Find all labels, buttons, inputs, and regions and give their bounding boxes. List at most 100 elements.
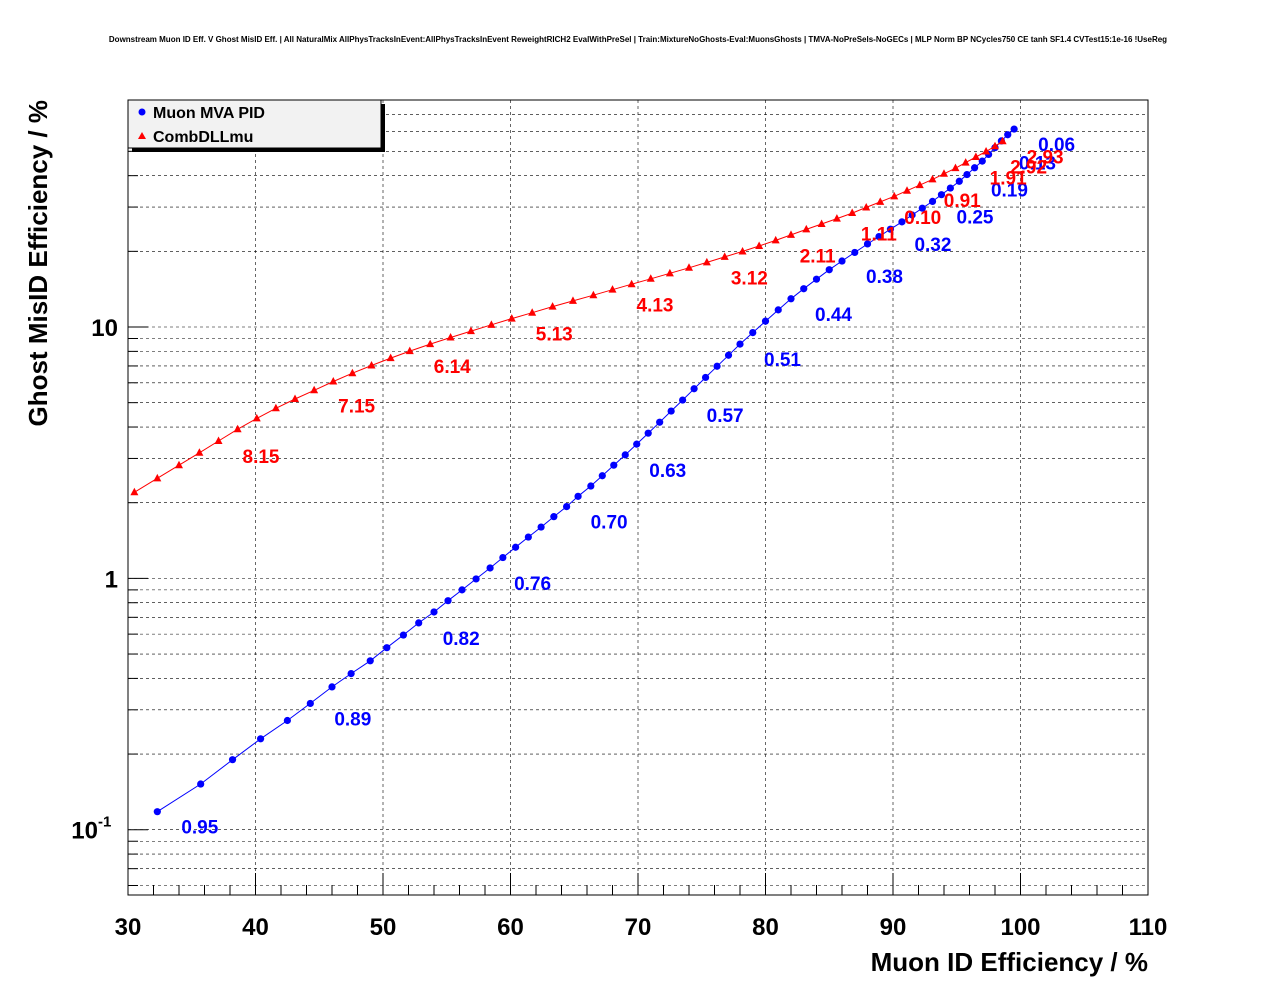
data-point-combdllmu — [915, 180, 924, 189]
data-point-combdllmu — [817, 219, 826, 227]
data-point-muon-mva-pid — [486, 564, 494, 572]
data-point-muon-mva-pid — [898, 218, 906, 226]
data-point-combdllmu — [130, 487, 139, 496]
point-label-muon-mva-pid: 0.25 — [957, 207, 994, 228]
data-point-combdllmu — [386, 353, 395, 362]
point-label-combdllmu: 2.11 — [800, 246, 836, 267]
point-label-muon-mva-pid: 0.70 — [591, 513, 628, 534]
data-point-muon-mva-pid — [963, 170, 971, 179]
legend: Muon MVA PID CombDLLmu — [127, 99, 385, 152]
legend-marker-combdllmu — [138, 132, 146, 139]
data-point-combdllmu — [175, 460, 183, 469]
point-label-muon-mva-pid: 0.57 — [707, 406, 744, 427]
point-label-muon-mva-pid: 0.44 — [815, 305, 852, 326]
point-label-combdllmu: 2.92 — [1010, 158, 1047, 179]
data-point-muon-mva-pid — [713, 362, 721, 370]
point-label-combdllmu: 6.14 — [434, 357, 471, 378]
data-point-muon-mva-pid — [1004, 131, 1012, 139]
point-label-combdllmu: 0.10 — [904, 208, 941, 229]
data-point-muon-mva-pid — [825, 266, 833, 274]
data-point-muon-mva-pid — [863, 240, 872, 248]
data-point-combdllmu — [928, 174, 937, 183]
data-point-muon-mva-pid — [499, 553, 507, 562]
data-point-muon-mva-pid — [838, 257, 846, 265]
chart-title: Downstream Muon ID Eff. V Ghost MisID Ef… — [109, 35, 1167, 44]
data-point-combdllmu — [271, 403, 280, 412]
data-point-muon-mva-pid — [524, 533, 532, 541]
data-point-combdllmu — [405, 346, 414, 355]
point-label-muon-mva-pid: 0.06 — [1038, 135, 1075, 156]
point-label-combdllmu: 4.13 — [637, 296, 674, 317]
data-point-combdllmu — [608, 285, 617, 293]
data-point-muon-mva-pid — [633, 440, 641, 448]
x-tick-label: 90 — [880, 914, 907, 941]
point-label-combdllmu: 0.91 — [944, 191, 981, 212]
data-point-combdllmu — [627, 279, 636, 288]
data-point-muon-mva-pid — [656, 418, 664, 426]
point-label-muon-mva-pid: 0.51 — [764, 350, 801, 371]
data-point-muon-mva-pid — [306, 699, 314, 708]
x-axis-title: Muon ID Efficiency / % — [871, 947, 1148, 977]
data-point-muon-mva-pid — [257, 735, 265, 743]
data-point-muon-mva-pid — [761, 317, 770, 325]
data-point-combdllmu — [738, 246, 747, 255]
data-point-muon-mva-pid — [928, 197, 937, 206]
data-point-combdllmu — [890, 191, 899, 200]
point-label-muon-mva-pid: 0.32 — [914, 235, 951, 256]
point-label-muon-mva-pid: 0.76 — [514, 574, 551, 595]
data-point-combdllmu — [951, 163, 960, 172]
data-point-combdllmu — [466, 326, 475, 335]
data-point-combdllmu — [214, 436, 223, 444]
data-point-muon-mva-pid — [749, 329, 757, 337]
point-label-muon-mva-pid: 0.38 — [866, 267, 903, 288]
data-point-combdllmu — [862, 202, 871, 211]
data-point-muon-mva-pid — [472, 575, 480, 583]
point-label-muon-mva-pid: 0.95 — [181, 818, 218, 839]
data-point-muon-mva-pid — [774, 306, 782, 314]
data-point-combdllmu — [685, 263, 693, 271]
point-label-muon-mva-pid: 0.89 — [334, 709, 371, 730]
point-label-muon-mva-pid: 0.13 — [1019, 154, 1056, 175]
data-point-muon-mva-pid — [690, 385, 698, 393]
data-point-combdllmu — [971, 152, 980, 161]
data-point-combdllmu — [646, 274, 655, 282]
data-point-muon-mva-pid — [621, 451, 629, 459]
data-point-combdllmu — [153, 473, 162, 482]
data-point-muon-mva-pid — [328, 683, 336, 691]
point-label-combdllmu: 7.15 — [338, 396, 375, 417]
data-point-combdllmu — [802, 224, 811, 233]
data-point-muon-mva-pid — [598, 472, 606, 480]
data-point-muon-mva-pid — [955, 177, 963, 185]
data-point-combdllmu — [940, 169, 948, 177]
data-point-muon-mva-pid — [383, 644, 391, 652]
data-point-combdllmu — [876, 197, 885, 205]
point-label-combdllmu: 3.12 — [731, 268, 768, 289]
data-point-combdllmu — [426, 339, 435, 348]
data-point-muon-mva-pid — [228, 756, 237, 764]
data-point-muon-mva-pid — [908, 211, 916, 219]
data-point-combdllmu — [528, 308, 537, 316]
data-point-combdllmu — [771, 235, 780, 244]
data-point-combdllmu — [507, 314, 516, 322]
data-point-muon-mva-pid — [283, 716, 291, 725]
data-point-muon-mva-pid — [574, 492, 582, 500]
data-point-muon-mva-pid — [875, 232, 883, 241]
data-point-muon-mva-pid — [886, 225, 895, 233]
data-point-combdllmu — [702, 257, 711, 266]
data-point-muon-mva-pid — [937, 191, 946, 199]
data-point-muon-mva-pid — [971, 164, 979, 172]
y-tick-label: 10 — [91, 315, 118, 342]
point-label-combdllmu: 2.93 — [1027, 147, 1064, 168]
x-tick-label: 80 — [752, 914, 779, 941]
data-point-combdllmu — [832, 214, 841, 222]
x-tick-label: 40 — [242, 914, 269, 941]
grid-layer — [128, 100, 1148, 895]
data-point-muon-mva-pid — [787, 295, 795, 303]
data-point-combdllmu — [367, 360, 376, 369]
data-point-muon-mva-pid — [736, 340, 744, 348]
data-point-muon-mva-pid — [800, 285, 808, 293]
data-point-muon-mva-pid — [537, 523, 545, 531]
data-point-muon-mva-pid — [812, 275, 821, 283]
